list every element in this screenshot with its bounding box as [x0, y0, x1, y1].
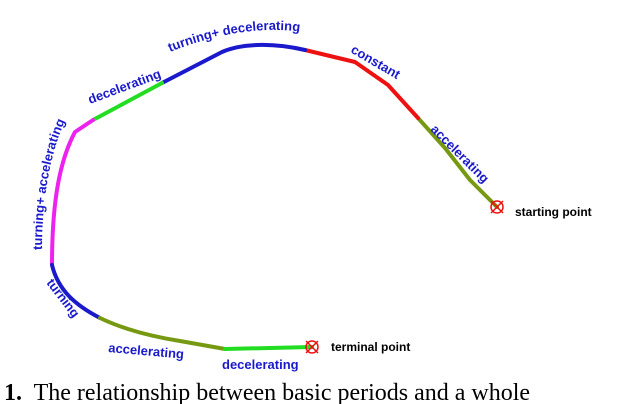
caption-text: The relationship between basic periods a…: [34, 380, 531, 404]
start-marker: [490, 200, 504, 214]
trajectory-path: [50, 42, 499, 351]
segment-5-turning-accelerating: [50, 118, 95, 267]
terminal-point-label: terminal point: [331, 340, 410, 354]
segment-7-accelerating: [98, 316, 227, 351]
starting-point-label: starting point: [515, 205, 592, 219]
label-turning: turning: [44, 276, 83, 321]
segment-1-accelerating: [416, 116, 499, 209]
figure-caption: 1. The relationship between basic period…: [4, 380, 530, 404]
segment-3-turning-decelerating: [160, 42, 307, 85]
segment-2-constant: [303, 48, 420, 120]
label-accelerating-1: accelerating: [428, 122, 492, 186]
start-marker-cross-b: [490, 200, 504, 214]
end-marker: [305, 340, 319, 354]
segment-6-turning: [50, 263, 102, 320]
start-marker-circle: [490, 200, 504, 214]
label-turning-accelerating: turning+ accelerating: [30, 116, 68, 250]
segment-4-decelerating: [91, 81, 164, 122]
end-marker-cross-b: [305, 340, 319, 354]
segment-8-decelerating: [223, 345, 314, 351]
caption-number: 1.: [4, 380, 22, 404]
end-marker-circle: [305, 340, 319, 354]
label-accelerating-2: accelerating: [108, 340, 185, 362]
label-decelerating-2: decelerating: [222, 357, 299, 372]
